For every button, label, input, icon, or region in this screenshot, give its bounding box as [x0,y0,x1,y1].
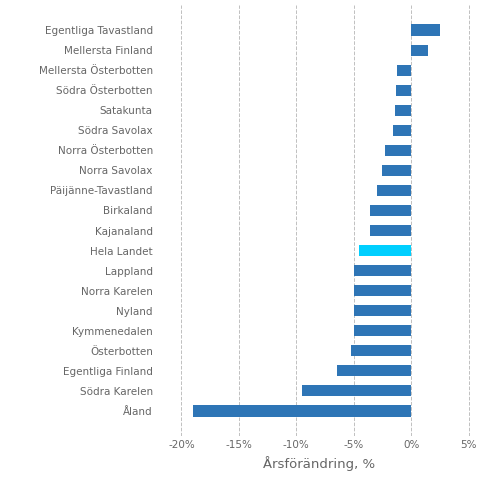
X-axis label: Årsförändring, %: Årsförändring, % [263,456,375,471]
Bar [302,386,411,396]
Bar [395,105,411,116]
Bar [411,24,440,36]
Bar [411,45,429,55]
Bar [377,185,411,196]
Bar [354,285,411,296]
Bar [354,305,411,316]
Bar [354,265,411,276]
Bar [193,405,411,416]
Bar [383,165,411,176]
Bar [370,205,411,216]
Bar [370,225,411,236]
Bar [351,345,411,356]
Bar [385,145,411,156]
Bar [337,366,411,376]
Bar [397,65,411,75]
Bar [354,325,411,336]
Bar [396,85,411,96]
Bar [359,245,411,256]
Bar [393,125,411,136]
